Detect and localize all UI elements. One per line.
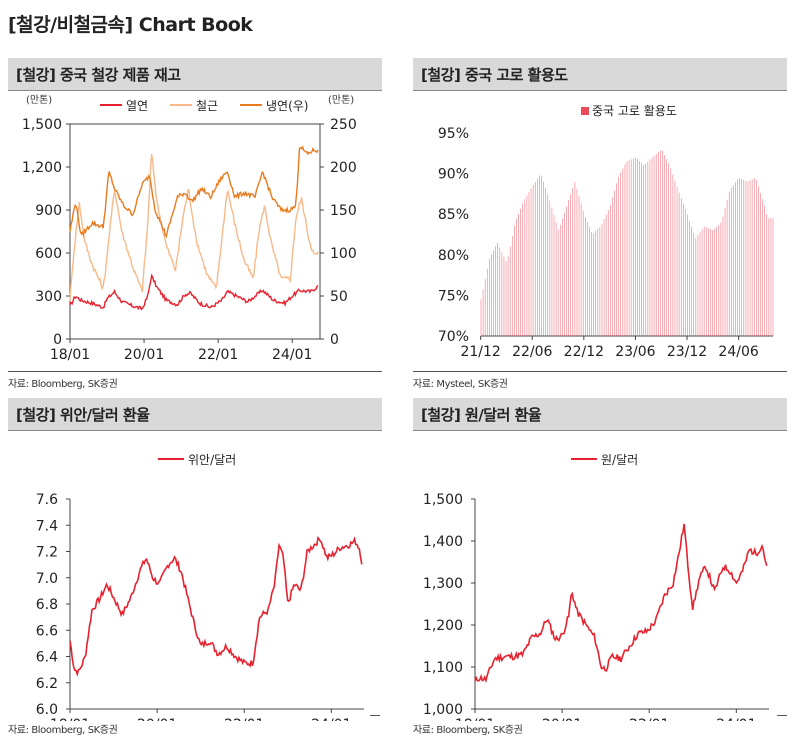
y-tick-label: 90%: [438, 167, 469, 183]
y-axis-unit-left: (만톤): [26, 94, 52, 106]
y-tick-label: 75%: [438, 288, 469, 304]
y-tick-label: 6.4: [36, 650, 58, 666]
x-tick-label: 24/01: [716, 717, 756, 721]
panel-title: [철강] 중국 고로 활용도: [413, 58, 787, 91]
legend-label: 위안/달러: [188, 453, 236, 467]
legend-label: 열연: [126, 99, 148, 113]
legend-label: 중국 고로 활용도: [592, 104, 677, 118]
x-tick-label: 24/01: [272, 347, 312, 363]
x-tick-label: 21/12: [460, 344, 500, 360]
divider: [370, 715, 380, 716]
x-tick-label: 22/12: [564, 344, 604, 360]
x-tick-label: 18/01: [50, 347, 90, 363]
krw-chart: 1,000 1,100 1,200 1,300 1,400 1,500 18/01 20/01…: [423, 453, 769, 721]
cny-chart: 6.0 6.2 6.4 6.6 6.8 7.0 7.2 7.4 7.6 18/01 20/01 22/…: [36, 453, 364, 721]
divider: [8, 371, 382, 372]
legend-label: 원/달러: [601, 453, 638, 467]
y-tick-label: 7.4: [36, 518, 58, 534]
y-tick-label: 1,500: [423, 492, 463, 508]
y-tick-label: 1,100: [423, 660, 463, 676]
y-tick-label-right: 50: [330, 289, 348, 305]
x-tick-label: 20/01: [137, 717, 177, 721]
divider: [777, 715, 787, 716]
y-tick-label-left: 600: [35, 246, 62, 262]
legend-swatch: [581, 107, 589, 115]
y-tick-label: 7.2: [36, 545, 58, 561]
legend-label: 냉연(우): [266, 99, 308, 113]
y-tick-label-left: 900: [35, 203, 62, 219]
y-tick-label-left: 1,500: [22, 117, 62, 133]
page-title: [철강/비철금속] Chart Book: [8, 14, 253, 36]
y-tick-label: 80%: [438, 248, 469, 264]
y-tick-label-right: 150: [330, 203, 357, 219]
y-tick-label: 7.6: [36, 492, 58, 508]
y-tick-label-left: 1,200: [22, 160, 62, 176]
x-tick-label: 22/01: [629, 717, 669, 721]
y-tick-label: 6.0: [36, 702, 58, 718]
y-tick-label: 1,300: [423, 576, 463, 592]
series-line: [69, 535, 363, 678]
y-tick-label-right: 250: [330, 117, 357, 133]
panel-cny: [철강] 위안/달러 환율 6.0 6.2 6.4 6.6 6.8 7.0 7.2 7.4 7.…: [8, 398, 382, 721]
y-tick-label: 70%: [438, 329, 469, 345]
series-line-2: [69, 145, 319, 239]
x-tick-label: 24/06: [718, 344, 758, 360]
legend-label: 철근: [196, 99, 218, 113]
x-tick-label: 22/01: [224, 717, 264, 721]
x-tick-label: 22/01: [198, 347, 238, 363]
y-tick-label: 6.2: [36, 676, 58, 692]
series-line-0: [69, 273, 319, 311]
x-tick-label: 20/01: [124, 347, 164, 363]
x-tick-label: 22/06: [512, 344, 552, 360]
panel-title: [철강] 위안/달러 환율: [8, 398, 382, 431]
panel-title: [철강] 중국 철강 제품 재고: [8, 58, 382, 91]
x-tick-label: 23/06: [615, 344, 655, 360]
y-axis-unit-right: (만톤): [328, 94, 354, 106]
series-line: [474, 523, 768, 684]
panel-inventory: [철강] 중국 철강 제품 재고 (만톤) (만톤) 0 300 600 900 1,200…: [8, 58, 382, 371]
y-tick-label: 1,400: [423, 534, 463, 550]
source-note: 자료: Bloomberg, SK증권: [8, 725, 118, 736]
x-tick-label: 20/01: [542, 717, 582, 721]
x-tick-label: 18/01: [50, 717, 90, 721]
source-note: 자료: Mysteel, SK증권: [413, 379, 508, 390]
y-tick-label-left: 0: [53, 332, 62, 348]
y-tick-label: 6.8: [36, 597, 58, 613]
utilization-chart: 70% 75% 80% 85% 90% 95% 21/12 22/06 22/12 23/06 23…: [438, 104, 774, 360]
x-tick-label: 23/12: [667, 344, 707, 360]
y-tick-label: 1,200: [423, 618, 463, 634]
source-note: 자료: Bloomberg, SK증권: [413, 725, 523, 736]
inventory-chart: (만톤) (만톤) 0 300 600 900 1,200 1,500 0 50 100 150 200…: [22, 94, 357, 363]
y-tick-label: 85%: [438, 207, 469, 223]
y-tick-label: 6.6: [36, 623, 58, 639]
panel-blast-furnace: [철강] 중국 고로 활용도 70% 75% 80% 85% 90% 95% 21/12 22…: [413, 58, 787, 371]
y-tick-label: 95%: [438, 126, 469, 142]
x-tick-label: 24/01: [311, 717, 351, 721]
series-line-1: [69, 154, 319, 302]
divider: [413, 371, 787, 372]
y-tick-label-right: 0: [330, 332, 339, 348]
y-tick-label-right: 200: [330, 160, 357, 176]
y-tick-label: 1,000: [423, 702, 463, 718]
panel-title: [철강] 원/달러 환율: [413, 398, 787, 431]
source-note: 자료: Bloomberg, SK증권: [8, 379, 118, 390]
y-tick-label-left: 300: [35, 289, 62, 305]
y-tick-label-right: 100: [330, 246, 357, 262]
panel-krw: [철강] 원/달러 환율 1,000 1,100 1,200 1,300 1,400 1,…: [413, 398, 787, 721]
y-tick-label: 7.0: [36, 571, 58, 587]
x-tick-label: 18/01: [455, 717, 495, 721]
